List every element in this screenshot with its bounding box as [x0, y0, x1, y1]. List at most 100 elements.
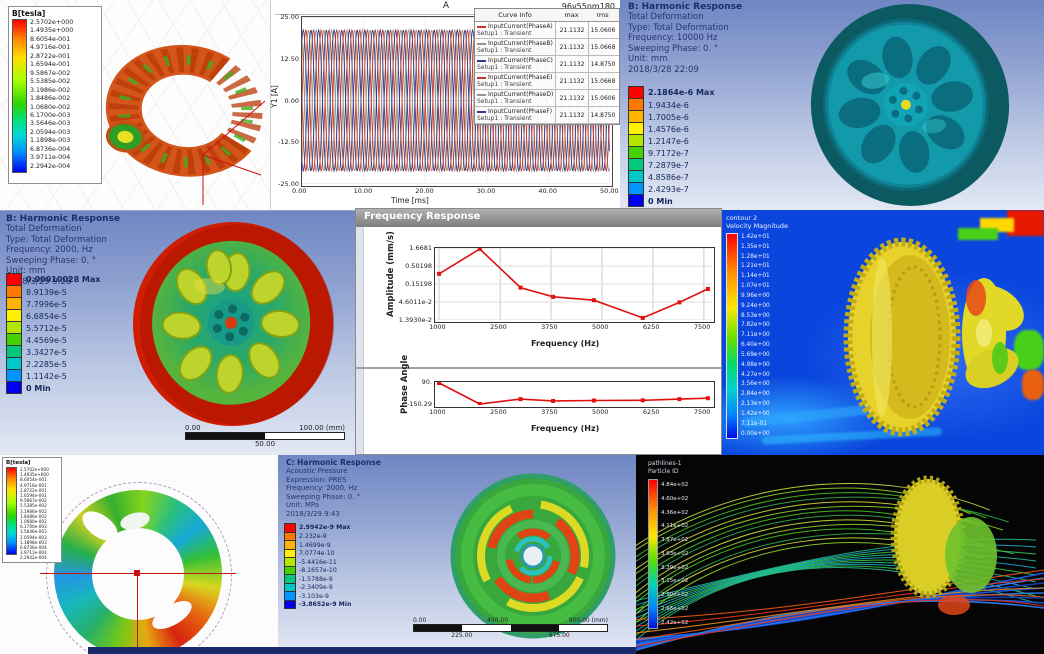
legend-value: 8.6054e-001 — [30, 35, 71, 43]
gear-render — [843, 237, 961, 437]
legend-value: 1.1898e-003 — [20, 539, 47, 545]
result-line: Sweeping Phase: 0. ° — [628, 43, 719, 54]
legend-value: 4.11e+02 — [661, 523, 689, 530]
velocity-colorbar — [726, 233, 738, 439]
curve-info-row: InputCurrent(PhaseE) Setup1 : Transient 21… — [475, 73, 619, 90]
legend-subtitle: Particle ID — [648, 467, 679, 475]
y-tick-label: 0.00 — [284, 96, 299, 105]
streamline — [636, 594, 1044, 641]
legend-value: 4.27e+00 — [741, 371, 770, 378]
legend-entry: 0 Min — [628, 195, 715, 207]
result-line: Acoustic Pressure — [286, 467, 348, 475]
bottom-strip — [88, 647, 636, 654]
field-legend-title: B[tesla] — [12, 9, 46, 18]
data-point — [705, 396, 710, 401]
current-curve — [302, 28, 610, 172]
x-tick-label: 0.00 — [292, 187, 307, 195]
legend-entry: 0 Min — [6, 382, 100, 394]
legend-entry: 1.4576e-6 — [628, 123, 715, 135]
legend-value: 5.69e+00 — [741, 351, 770, 358]
legend-value: 1.0680e-002 — [20, 519, 47, 525]
legend-entry: 4.4569e-5 — [6, 334, 100, 346]
x-tick-label: 10.00 — [353, 187, 373, 195]
legend-value: 1.8486e-002 — [30, 95, 71, 103]
deformation-legend: 2.1864e-6 Max 1.9434e-6 1.7005e-6 1.4576e-6… — [628, 86, 715, 207]
contour-patch — [1022, 370, 1044, 400]
legend-value: 9.24e+00 — [741, 302, 770, 309]
legend-value: 3.9711e-004 — [20, 550, 47, 556]
legend-entry: 7.2879e-7 — [628, 159, 715, 171]
result-line: 2018/3/29 9:43 — [286, 509, 340, 518]
window-titlebar[interactable]: Frequency Response — [356, 209, 721, 227]
result-line: Frequency: 2000, Hz — [286, 484, 358, 492]
legend-value: 6.1700e-003 — [30, 111, 71, 119]
legend-value: 2.66e+02 — [661, 605, 689, 612]
col-curve-info: Curve Info — [498, 11, 532, 19]
legend-value: 1.14e+01 — [741, 273, 770, 280]
legend-value: 8.6054e-001 — [20, 477, 47, 483]
y-tick-label: 4.6011e-2 — [398, 298, 432, 307]
field-legend-colorbar — [12, 19, 27, 173]
x-tick-label: 6250 — [642, 408, 660, 416]
y-tick-label: -150.29 — [406, 400, 432, 409]
x-axis-label: Time [ms] — [391, 196, 429, 205]
legend-value: 3.1986e-002 — [30, 86, 71, 94]
curve-info-row: InputCurrent(PhaseB) Setup1 : Transient 21… — [475, 39, 619, 56]
y-tick-label: 12.50 — [280, 54, 299, 63]
panel-current-plot: A 96v55nm180 Y1 [A] 25.00 12.50 0.00 -12.50… — [270, 0, 621, 210]
legend-entry: 7.0774e-10 — [284, 549, 351, 558]
legend-entry: 2.4293e-7 — [628, 183, 715, 195]
data-point — [437, 271, 442, 276]
x-tick-label: 7500 — [693, 323, 711, 331]
legend-title: contour 2 — [726, 214, 758, 222]
legend-value: 1.42e+01 — [741, 234, 770, 240]
legend-value: 0.00e+00 — [741, 430, 770, 437]
divider — [356, 367, 721, 369]
legend-value: 1.1898e-003 — [30, 137, 71, 145]
shroud-shape — [945, 517, 997, 593]
legend-value: 6.8736e-004 — [30, 145, 71, 153]
streamline — [636, 596, 1044, 648]
legend-value: 9.96e+00 — [741, 292, 770, 299]
streamline — [636, 592, 1044, 646]
legend-value: 2.5702e+000 — [20, 467, 49, 472]
legend-value: 3.63e+02 — [661, 550, 689, 557]
x-tick-label: 50.00 — [600, 187, 619, 195]
legend-entry: 1.4699e-9 — [284, 541, 351, 550]
y-tick-label: -25.00 — [278, 180, 299, 188]
legend-entry: 2.2285e-5 — [6, 358, 100, 370]
y-tick-label: 1.6681 — [409, 244, 432, 252]
x-tick-label: 7500 — [693, 408, 711, 416]
legend-value: 1.07e+01 — [741, 283, 770, 290]
panel-harmonic-2000hz: B: Harmonic Response Total Deformation T… — [0, 210, 355, 456]
data-point — [551, 398, 556, 403]
gear-shape — [894, 479, 962, 595]
particle-colorbar — [648, 479, 658, 629]
x-tick-label: 5000 — [592, 323, 609, 331]
deformation-legend: 0.00010028 Max 8.9139e-5 7.7996e-5 6.6854e-… — [6, 273, 100, 394]
data-point — [477, 402, 482, 405]
particle-values: 4.84e+02 4.60e+02 4.36e+02 4.11e+02 3.87e+02… — [661, 479, 688, 629]
legend-value: 1.8486e-002 — [20, 513, 47, 519]
result-title: B: Harmonic Response — [6, 214, 121, 224]
result-line: Unit: mm — [628, 54, 668, 64]
legend-value: 2.8722e-001 — [30, 52, 71, 60]
x-tick-label: 2500 — [490, 323, 507, 331]
data-point — [437, 382, 442, 385]
phase-plot — [434, 381, 715, 408]
current-curve — [302, 28, 610, 173]
field-legend-values: 2.5702e+000 1.4935e+000 8.6054e-001 4.9716e… — [30, 19, 99, 171]
legend-value: 1.4935e+000 — [20, 472, 49, 478]
legend-value: 3.15e+02 — [661, 578, 689, 585]
data-point — [477, 248, 482, 251]
data-point — [677, 300, 682, 305]
result-line: 2018/3/29 9:28 — [6, 276, 72, 287]
table-header: Curve Info max rms — [475, 9, 619, 22]
data-point — [640, 315, 645, 320]
curve-info-row: InputCurrent(PhaseC) Setup1 : Transient 21… — [475, 56, 619, 73]
x-tick-label: 20.00 — [415, 187, 434, 195]
legend-value: 7.11e-01 — [741, 420, 767, 427]
scale-min: 0.00 — [413, 617, 427, 624]
data-point — [591, 298, 596, 303]
